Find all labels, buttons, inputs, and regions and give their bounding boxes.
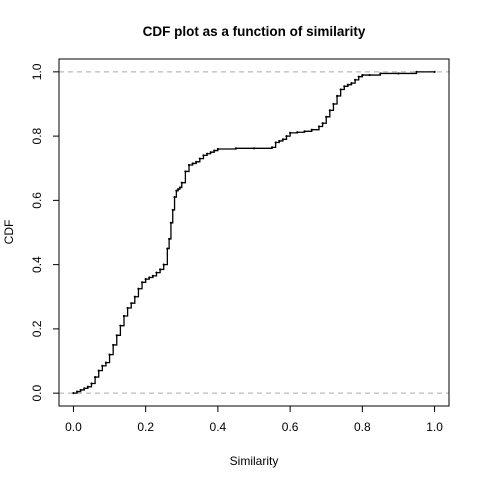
data-point bbox=[346, 83, 349, 86]
data-point bbox=[162, 263, 165, 266]
data-point bbox=[178, 186, 182, 189]
data-point bbox=[357, 75, 360, 78]
x-tick-label: 0.8 bbox=[354, 420, 371, 434]
data-point bbox=[122, 314, 126, 318]
data-point bbox=[368, 73, 371, 77]
data-point bbox=[397, 72, 400, 75]
data-point bbox=[379, 72, 382, 75]
data-point bbox=[148, 276, 151, 279]
data-point bbox=[209, 151, 212, 154]
data-point bbox=[310, 128, 313, 131]
data-point bbox=[83, 387, 86, 390]
x-axis-label: Similarity bbox=[230, 454, 279, 468]
data-point bbox=[151, 274, 154, 277]
axes: 0.0 0.2 0.4 0.6 0.8 1.0 0.0 0.2 0.4 0.6 0.8 1.0 bbox=[30, 63, 443, 434]
cdf-step-line bbox=[73, 71, 435, 394]
data-point bbox=[317, 125, 321, 128]
data-point bbox=[86, 385, 89, 388]
data-point bbox=[332, 102, 335, 106]
data-point bbox=[213, 149, 216, 152]
data-point bbox=[168, 237, 171, 241]
data-point bbox=[234, 147, 238, 150]
data-point bbox=[119, 324, 122, 327]
chart-title: CDF plot as a function of similarity bbox=[143, 24, 366, 39]
data-point bbox=[339, 88, 342, 91]
y-axis-label: CDF bbox=[2, 220, 16, 245]
y-tick-label: 1.0 bbox=[30, 63, 44, 80]
x-tick-label: 0.4 bbox=[210, 420, 227, 434]
data-point bbox=[216, 147, 219, 151]
data-point bbox=[144, 277, 147, 281]
x-tick-label: 1.0 bbox=[426, 420, 443, 434]
data-point bbox=[137, 287, 140, 290]
data-point bbox=[175, 189, 178, 192]
data-point bbox=[321, 122, 324, 125]
data-point bbox=[184, 170, 187, 173]
data-point bbox=[187, 163, 191, 167]
data-point bbox=[101, 364, 104, 367]
data-point bbox=[191, 162, 194, 165]
data-point bbox=[433, 70, 436, 73]
data-point bbox=[90, 382, 93, 385]
data-point bbox=[328, 109, 331, 112]
y-tick-label: 0.0 bbox=[30, 384, 44, 401]
data-point bbox=[130, 302, 133, 305]
data-point bbox=[350, 81, 353, 85]
data-point bbox=[173, 196, 176, 199]
data-point bbox=[281, 138, 284, 141]
data-point bbox=[296, 131, 299, 134]
data-point bbox=[166, 247, 169, 250]
data-point bbox=[104, 361, 108, 364]
data-point bbox=[171, 208, 174, 212]
data-point bbox=[354, 78, 357, 81]
data-point bbox=[75, 390, 79, 393]
data-point bbox=[195, 160, 198, 163]
data-point bbox=[278, 139, 281, 143]
data-point bbox=[361, 73, 364, 77]
data-point bbox=[198, 157, 201, 160]
reference-lines bbox=[59, 71, 449, 394]
data-point bbox=[415, 70, 418, 73]
data-point bbox=[335, 94, 339, 98]
data-point bbox=[140, 281, 144, 284]
data-point bbox=[274, 141, 277, 144]
series-layer bbox=[72, 70, 436, 395]
x-tick-label: 0.0 bbox=[65, 420, 82, 434]
y-tick-label: 0.2 bbox=[30, 320, 44, 337]
data-point bbox=[155, 271, 158, 274]
data-point bbox=[325, 115, 328, 118]
data-point bbox=[72, 392, 75, 395]
y-tick-label: 0.6 bbox=[30, 192, 44, 209]
plot-frame bbox=[58, 58, 450, 407]
data-point bbox=[343, 85, 346, 88]
data-point bbox=[303, 130, 306, 133]
data-point bbox=[126, 306, 129, 310]
data-point bbox=[115, 334, 118, 337]
x-tick-label: 0.2 bbox=[137, 420, 154, 434]
data-point bbox=[285, 135, 288, 138]
data-point bbox=[97, 369, 100, 372]
data-point bbox=[252, 147, 256, 150]
data-point bbox=[177, 188, 180, 191]
data-point bbox=[108, 353, 111, 356]
y-tick-label: 0.8 bbox=[30, 127, 44, 144]
data-point bbox=[133, 295, 136, 298]
data-point bbox=[94, 375, 97, 379]
data-point bbox=[270, 146, 274, 149]
data-point bbox=[180, 181, 183, 184]
data-point bbox=[159, 268, 162, 271]
x-tick-label: 0.6 bbox=[282, 420, 299, 434]
data-point bbox=[205, 152, 209, 155]
y-tick-label: 0.4 bbox=[30, 256, 44, 273]
data-point bbox=[112, 343, 115, 347]
data-point bbox=[289, 131, 292, 134]
data-point bbox=[202, 154, 205, 157]
data-point bbox=[169, 221, 173, 224]
data-point bbox=[79, 388, 82, 392]
